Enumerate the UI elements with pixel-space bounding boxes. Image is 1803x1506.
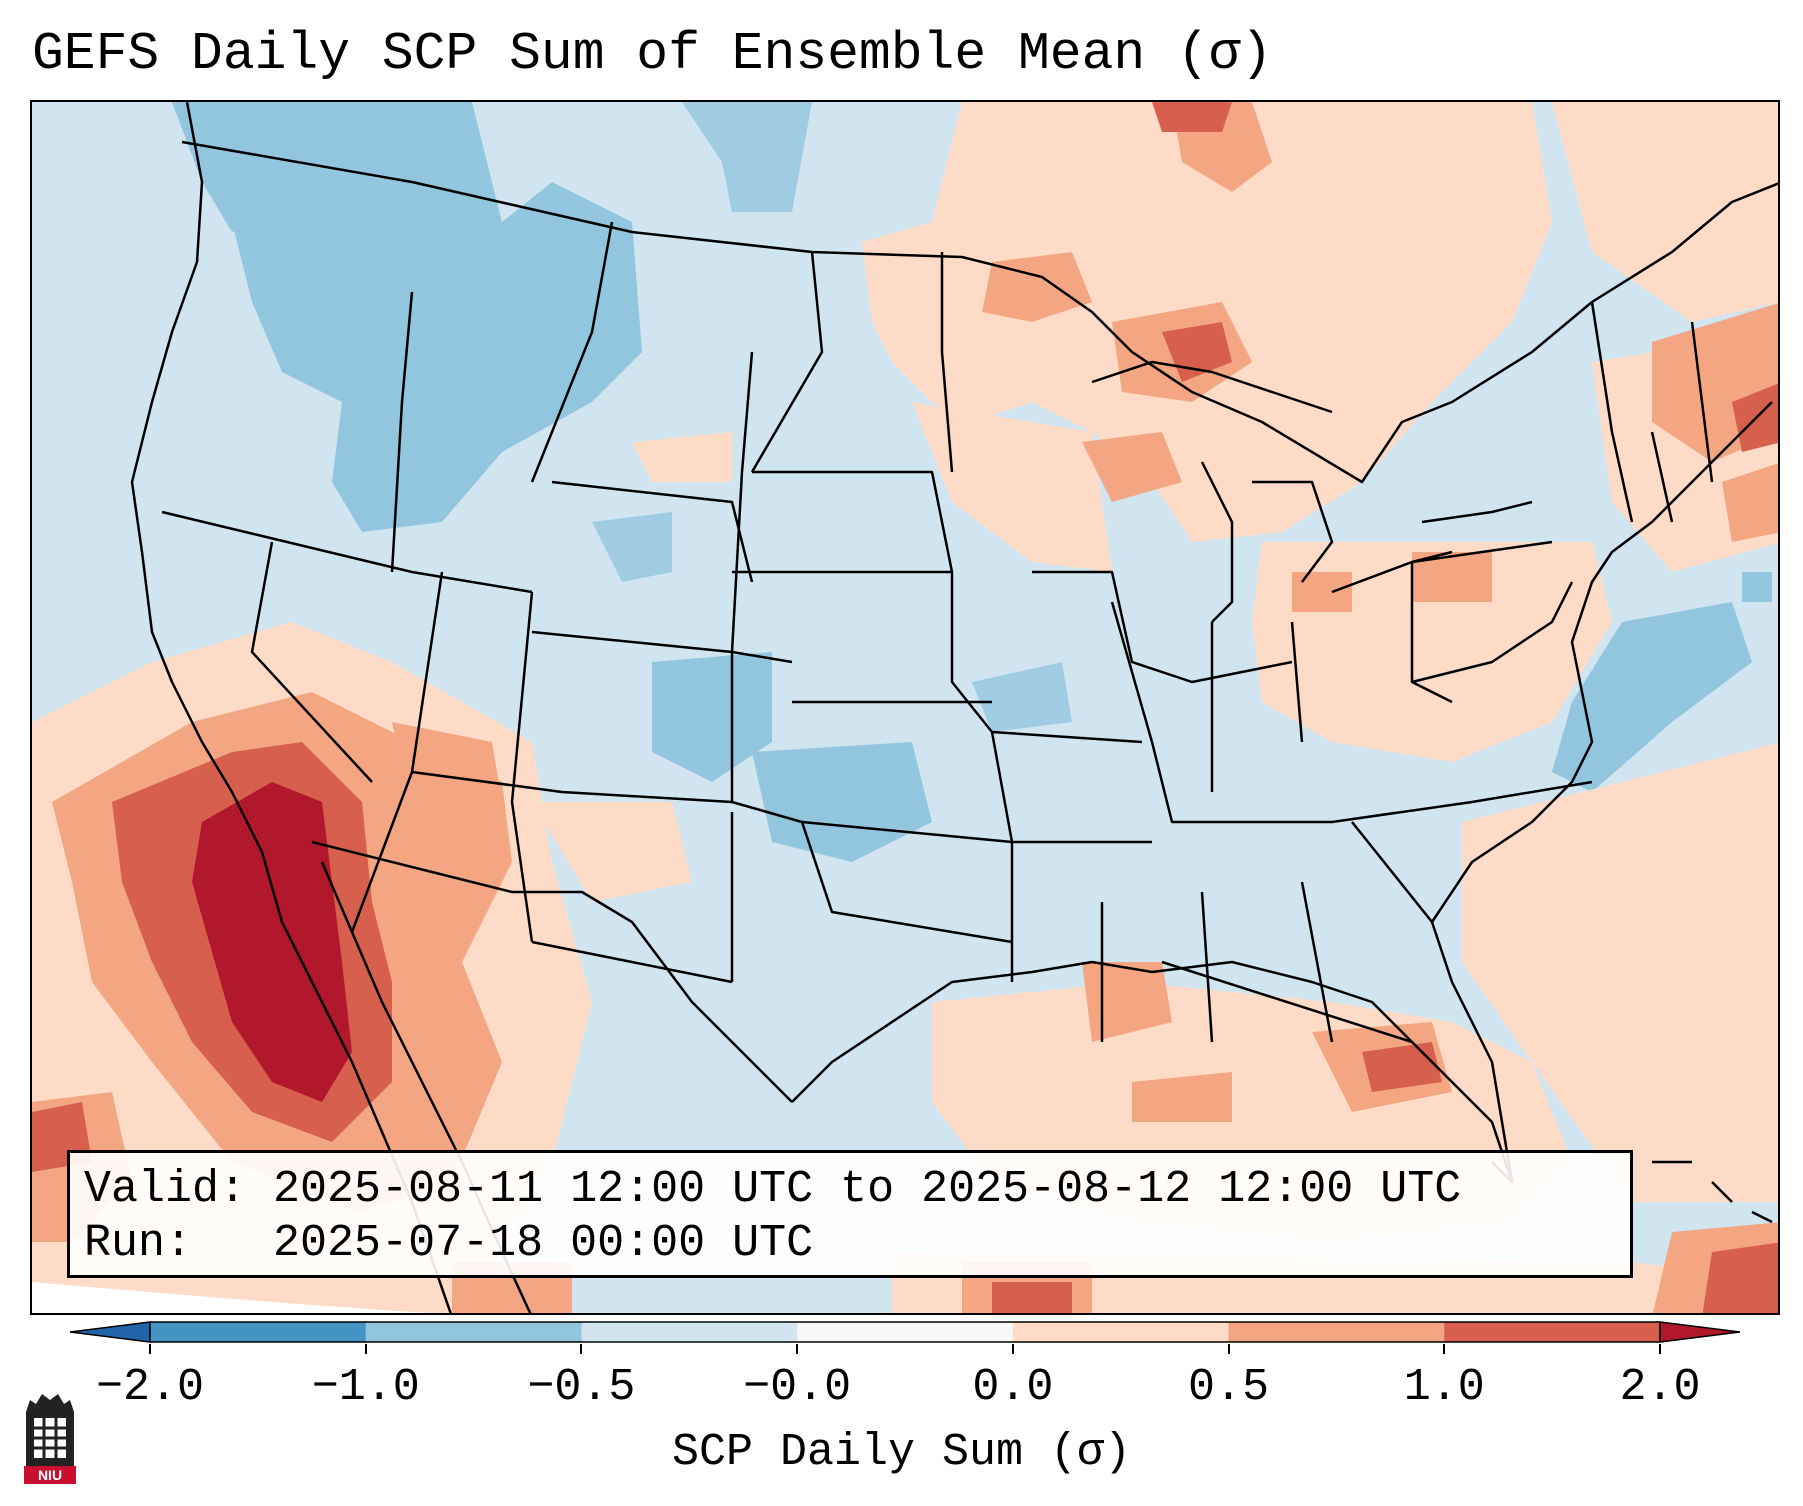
map-canvas — [32, 102, 1778, 1313]
colorbar-tick-mark — [1659, 1344, 1661, 1354]
colorbar-tick-mark — [1227, 1344, 1230, 1354]
colorbar-tick-mark — [149, 1344, 151, 1354]
colorbar-tick-label: −0.5 — [527, 1362, 636, 1413]
map-panel — [30, 100, 1780, 1315]
colorbar-segment — [365, 1322, 582, 1342]
colorbar-tick-label: 1.0 — [1403, 1362, 1485, 1413]
chart-title: GEFS Daily SCP Sum of Ensemble Mean (σ) — [32, 24, 1273, 84]
valid-time-line: Valid: 2025-08-11 12:00 UTC to 2025-08-1… — [84, 1163, 1616, 1217]
run-label: Run: — [84, 1218, 193, 1269]
colorbar-outline — [149, 1321, 1661, 1343]
colorbar-tick-label: −1.0 — [311, 1362, 420, 1413]
colorbar-tick-mark — [1443, 1344, 1446, 1354]
colorbar-segment — [1444, 1322, 1661, 1342]
colorbar-extend-low — [70, 1321, 151, 1343]
colorbar-segment — [581, 1322, 798, 1342]
colorbar-tick-mark — [580, 1344, 583, 1354]
colorbar-tick-mark — [1011, 1344, 1014, 1354]
niu-logo: NIU — [24, 1394, 76, 1484]
negative-anomaly-northwest — [172, 102, 812, 582]
colorbar-tick-mark — [364, 1344, 367, 1354]
valid-label: Valid: — [84, 1164, 247, 1215]
positive-anomaly-southwest-extreme — [192, 782, 352, 1102]
run-time-line: Run: 2025-07-18 00:00 UTC — [84, 1217, 1616, 1271]
colorbar-tick-mark — [796, 1344, 799, 1354]
colorbar-tick-label: 0.5 — [1188, 1362, 1270, 1413]
colorbar-tick-label: −2.0 — [95, 1362, 205, 1413]
colorbar-label: SCP Daily Sum (σ) — [671, 1427, 1132, 1478]
niu-logo-text: NIU — [38, 1467, 62, 1483]
colorbar-tick-label: −0.0 — [743, 1362, 852, 1413]
colorbar-tick-label: 2.0 — [1619, 1362, 1701, 1413]
positive-anomaly-gulf-peak — [992, 1042, 1778, 1313]
colorbar-extend-high — [1659, 1321, 1740, 1343]
colorbar-tick-label: 0.0 — [972, 1362, 1054, 1413]
colorbar — [70, 1321, 1740, 1343]
valid-run-info-box: Valid: 2025-08-11 12:00 UTC to 2025-08-1… — [67, 1150, 1633, 1278]
colorbar-segment — [1228, 1322, 1445, 1342]
colorbar-segment — [150, 1322, 367, 1342]
run-value: 2025-07-18 00:00 UTC — [273, 1218, 814, 1269]
political-boundaries — [130, 102, 1778, 1313]
projection-edge-left — [32, 1282, 431, 1313]
valid-value: 2025-08-11 12:00 UTC to 2025-08-12 12:00… — [273, 1164, 1462, 1215]
colorbar-segment — [1012, 1322, 1230, 1342]
colorbar-segment — [797, 1322, 1014, 1342]
